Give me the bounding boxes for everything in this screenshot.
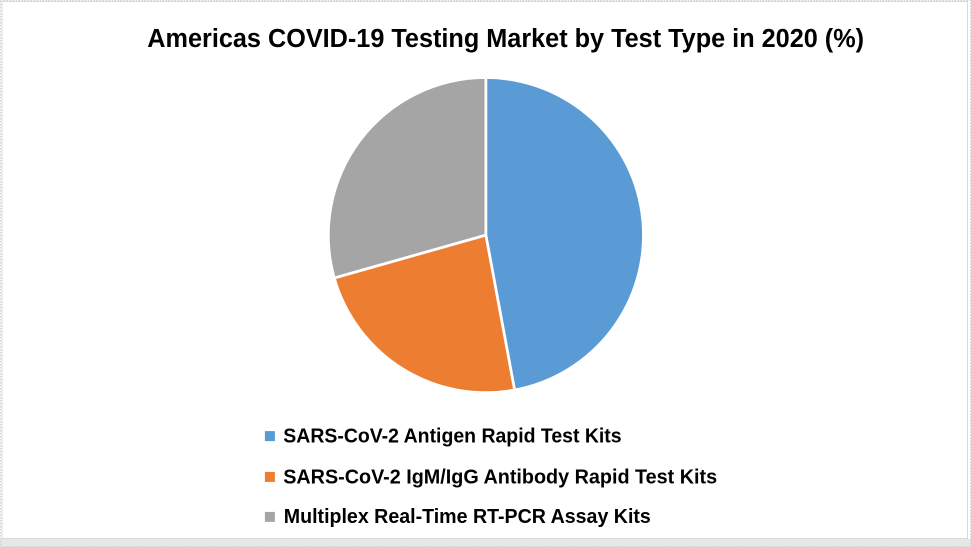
svg-text:Multiplex Real-Time RT-PCR Ass: Multiplex Real-Time RT-PCR Assay Kits: [284, 506, 651, 528]
svg-text:SARS-CoV-2 IgM/IgG Antibody Ra: SARS-CoV-2 IgM/IgG Antibody Rapid Test K…: [283, 466, 717, 488]
svg-text:Americas COVID-19 Testing Mark: Americas COVID-19 Testing Market by Test…: [147, 25, 864, 53]
svg-text:SARS-CoV-2 Antigen Rapid Test: SARS-CoV-2 Antigen Rapid Test Kits: [283, 425, 621, 447]
